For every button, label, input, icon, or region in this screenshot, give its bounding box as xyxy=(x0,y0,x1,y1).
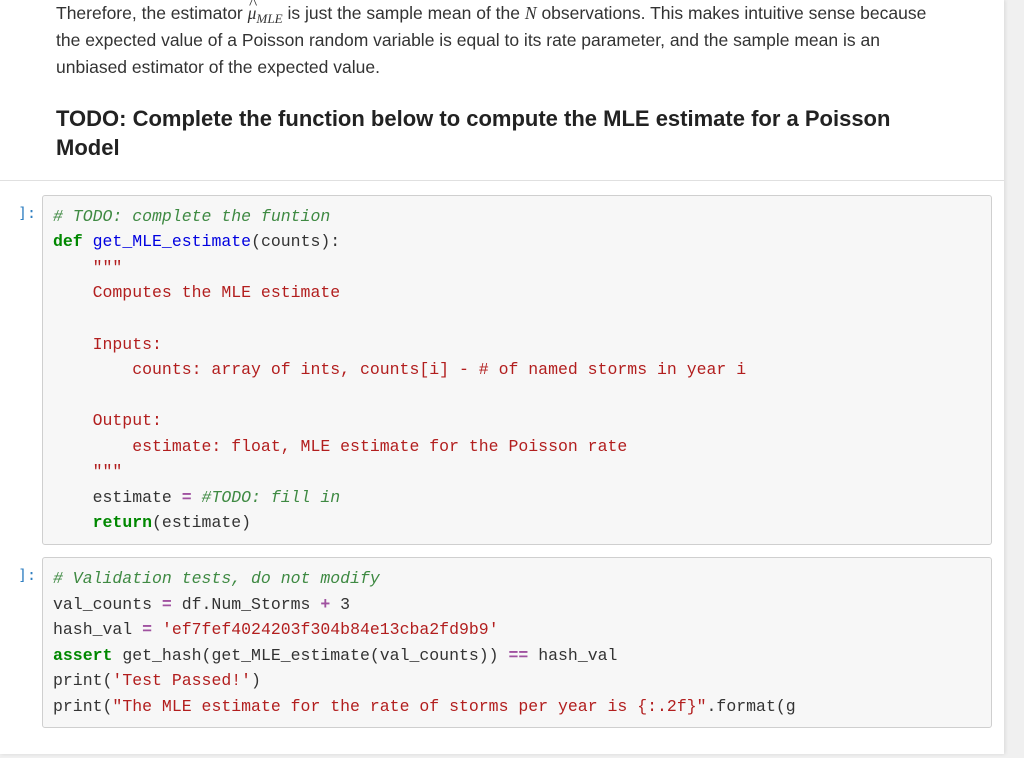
mu-hat-mle: μMLE xyxy=(248,3,283,23)
code-text: .format(g xyxy=(707,697,796,716)
code-string: 'Test Passed!' xyxy=(112,671,251,690)
code-funcname: get_MLE_estimate xyxy=(93,232,251,251)
code-docstring: counts: array of ints, counts[i] - # of … xyxy=(53,360,746,379)
prompt-label-1: ]: xyxy=(0,195,42,222)
mle-subscript: MLE xyxy=(256,11,282,26)
explanation-paragraph: Therefore, the estimator μMLE is just th… xyxy=(56,0,948,81)
code-text: hash_val xyxy=(53,620,142,639)
code-op: == xyxy=(509,646,529,665)
code-docstring: estimate: float, MLE estimate for the Po… xyxy=(53,437,627,456)
code-string: 'ef7fef4024203f304b84e13cba2fd9b9' xyxy=(162,620,499,639)
todo-heading: TODO: Complete the function below to com… xyxy=(56,105,948,161)
code-input-1[interactable]: # TODO: complete the funtion def get_MLE… xyxy=(42,195,992,545)
code-text: hash_val xyxy=(528,646,617,665)
code-text: estimate xyxy=(53,488,182,507)
code-op: + xyxy=(320,595,330,614)
code-op: = xyxy=(182,488,192,507)
code-comment: # Validation tests, do not modify xyxy=(53,569,380,588)
code-text: print( xyxy=(53,697,112,716)
prompt-label-2: ]: xyxy=(0,557,42,584)
code-text: get_hash(get_MLE_estimate(val_counts)) xyxy=(112,646,508,665)
code-text xyxy=(53,513,93,532)
code-cell-2: ]: # Validation tests, do not modify val… xyxy=(0,551,1004,734)
n-symbol: N xyxy=(525,3,537,23)
code-text xyxy=(152,620,162,639)
code-text: 3 xyxy=(330,595,350,614)
code-cell-1: ]: # TODO: complete the funtion def get_… xyxy=(0,189,1004,551)
para-text-a: Therefore, the estimator xyxy=(56,3,248,23)
code-docstring: Output: xyxy=(53,411,162,430)
code-comment: #TODO: fill in xyxy=(202,488,341,507)
code-op: = xyxy=(142,620,152,639)
code-keyword: return xyxy=(93,513,152,532)
markdown-cell: Therefore, the estimator μMLE is just th… xyxy=(0,0,1004,181)
code-docstring: Inputs: xyxy=(53,335,162,354)
code-docstring: Computes the MLE estimate xyxy=(53,283,340,302)
code-keyword: def xyxy=(53,232,83,251)
code-comment: # TODO: complete the funtion xyxy=(53,207,330,226)
code-text: print( xyxy=(53,671,112,690)
code-docstring: """ xyxy=(53,258,122,277)
notebook: Therefore, the estimator μMLE is just th… xyxy=(0,0,1004,754)
code-text: df.Num_Storms xyxy=(172,595,321,614)
code-text: (counts): xyxy=(251,232,340,251)
code-text: ) xyxy=(251,671,261,690)
code-keyword: assert xyxy=(53,646,112,665)
code-text: val_counts xyxy=(53,595,162,614)
code-input-2[interactable]: # Validation tests, do not modify val_co… xyxy=(42,557,992,728)
code-string: "The MLE estimate for the rate of storms… xyxy=(112,697,706,716)
para-text-b: is just the sample mean of the xyxy=(288,3,525,23)
code-docstring: """ xyxy=(53,462,122,481)
code-text: (estimate) xyxy=(152,513,251,532)
code-op: = xyxy=(162,595,172,614)
